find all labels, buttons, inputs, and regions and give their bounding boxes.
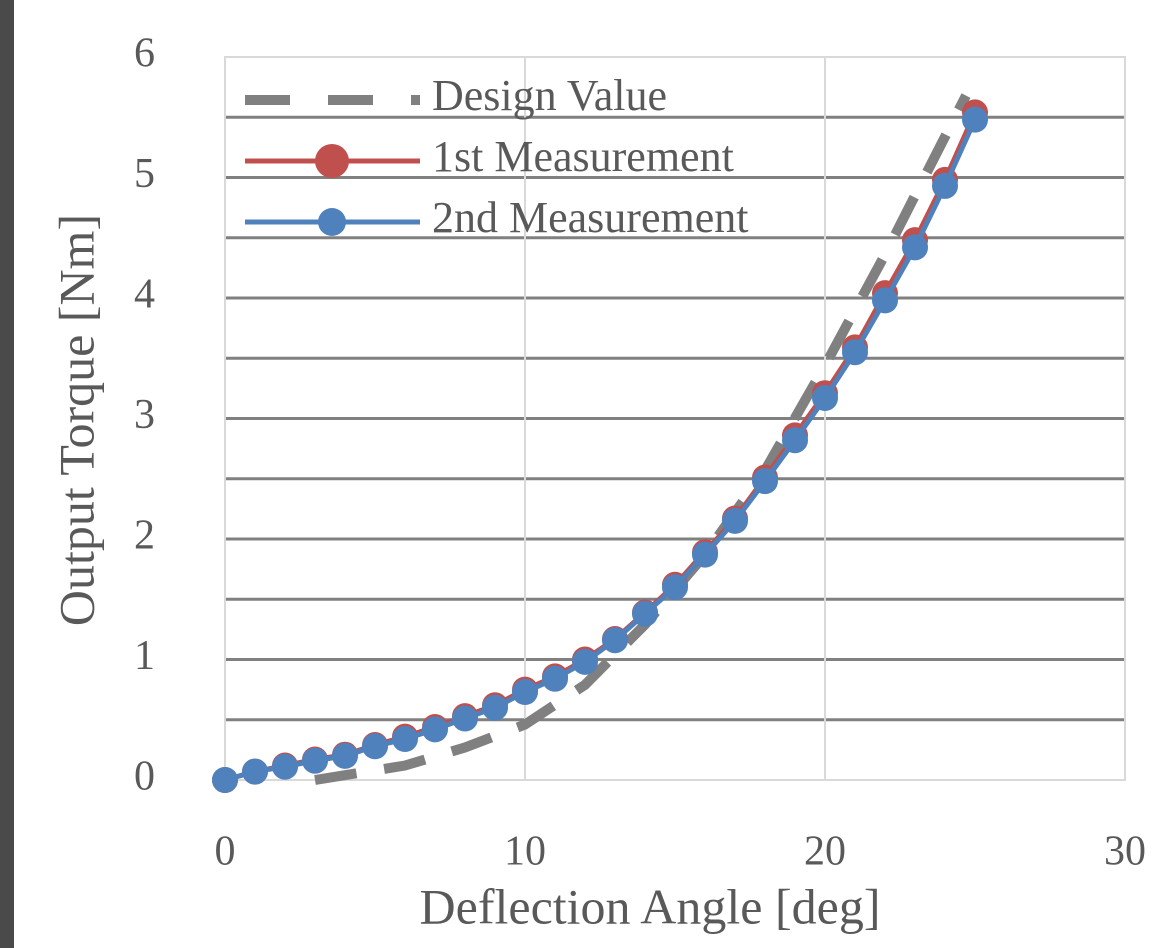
marker (782, 427, 808, 453)
marker (872, 287, 898, 313)
marker (602, 627, 628, 653)
y-tick-label: 1 (134, 633, 155, 679)
y-tick-label: 2 (134, 513, 155, 559)
x-tick-label: 20 (804, 829, 846, 875)
marker (572, 649, 598, 675)
marker (962, 107, 988, 133)
y-tick-label: 4 (134, 272, 155, 318)
marker (842, 339, 868, 365)
marker (212, 767, 238, 793)
y-tick-label: 6 (134, 31, 155, 77)
marker (812, 385, 838, 411)
marker (302, 748, 328, 774)
marker (542, 666, 568, 692)
y-tick-label: 3 (134, 392, 155, 438)
marker (752, 468, 778, 494)
marker (332, 743, 358, 769)
x-tick-label: 0 (215, 829, 236, 875)
marker (632, 601, 658, 627)
marker (662, 574, 688, 600)
x-tick-label: 30 (1104, 829, 1146, 875)
x-tick-label: 10 (504, 829, 546, 875)
marker (392, 726, 418, 752)
y-tick-label: 5 (134, 151, 155, 197)
marker (452, 706, 478, 732)
marker (512, 679, 538, 705)
legend-label: 2nd Measurement (432, 193, 748, 242)
y-axis-title: Output Torque [Nm] (48, 214, 104, 626)
marker (722, 508, 748, 534)
marker (422, 716, 448, 742)
chart: Deflection Angle [deg] Output Torque [Nm… (0, 0, 1171, 948)
marker (902, 234, 928, 260)
marker (242, 759, 268, 785)
marker (482, 695, 508, 721)
marker (692, 542, 718, 568)
photo-edge (0, 0, 14, 948)
legend-marker (318, 208, 346, 236)
y-tick-label: 0 (134, 754, 155, 800)
legend-label: 1st Measurement (432, 132, 734, 181)
legend-label: Design Value (432, 71, 667, 120)
x-axis-title: Deflection Angle [deg] (420, 878, 881, 934)
legend-marker (315, 144, 349, 178)
marker (362, 733, 388, 759)
marker (932, 173, 958, 199)
marker (272, 754, 298, 780)
